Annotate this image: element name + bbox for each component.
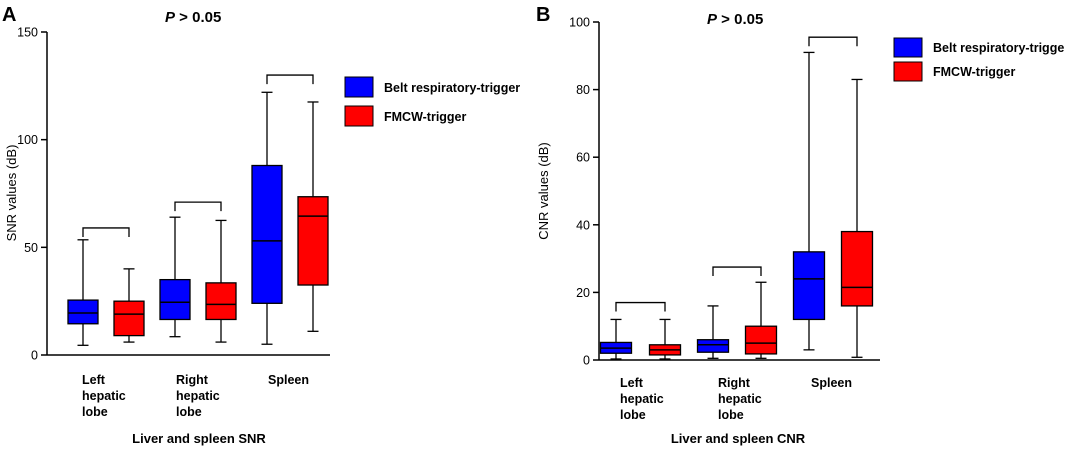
y-tick-label: 0: [31, 349, 38, 363]
category-label-line: lobe: [718, 408, 744, 422]
comparison-bracket: [266, 74, 314, 85]
category-label-line: hepatic: [176, 389, 220, 403]
panel-letter: A: [2, 4, 16, 26]
y-tick-label: 20: [576, 286, 590, 300]
box-belt: [251, 91, 283, 345]
y-tick-label: 50: [24, 241, 38, 255]
category-label: Spleen: [268, 373, 309, 387]
y-tick-label: 60: [576, 151, 590, 165]
y-tick-label: 40: [576, 218, 590, 232]
comparison-bracket: [82, 227, 130, 237]
legend-label-fmcw: FMCW-trigger: [384, 110, 467, 124]
legend-label-fmcw: FMCW-trigger: [933, 65, 1016, 79]
category-label: Spleen: [811, 376, 852, 390]
y-axis-label: SNR values (dB): [4, 145, 19, 242]
category-label-line: Right: [718, 376, 751, 390]
y-tick-label: 100: [17, 133, 38, 147]
category-label-line: lobe: [82, 405, 108, 419]
category-label-line: hepatic: [718, 392, 762, 406]
box-iqr: [67, 299, 99, 325]
x-axis-label: Liver and spleen SNR: [132, 431, 266, 446]
x-axis-label: Liver and spleen CNR: [671, 431, 806, 446]
panel-letter: B: [536, 4, 550, 26]
p-value-title: P > 0.05: [165, 9, 221, 26]
category-label-line: Right: [176, 373, 209, 387]
panel-b: B P > 0.05 CNR values (dB) Liver and spl…: [536, 4, 1065, 446]
box-iqr: [297, 196, 329, 286]
box-iqr: [696, 339, 730, 353]
y-tick-label: 100: [569, 16, 590, 30]
box-belt: [159, 216, 191, 338]
box-belt: [67, 239, 99, 346]
box-fmcw: [840, 78, 874, 358]
legend-swatch-belt: [344, 76, 374, 98]
legend: Belt respiratory-trigger FMCW-trigger: [893, 37, 1065, 82]
box-iqr: [159, 278, 191, 321]
category-label-line: hepatic: [620, 392, 664, 406]
panel-a: A P > 0.05 SNR values (dB) Liver and spl…: [2, 4, 520, 446]
p-value-title: P > 0.05: [707, 11, 763, 28]
box-iqr: [840, 230, 874, 307]
category-label: Right hepatic lobe: [718, 376, 762, 422]
category-label-line: Spleen: [268, 373, 309, 387]
y-tick-label: 150: [17, 26, 38, 40]
category-label-line: lobe: [176, 405, 202, 419]
box-fmcw: [113, 268, 145, 343]
comparison-bracket: [712, 266, 762, 277]
legend-swatch-fmcw: [893, 61, 923, 82]
category-label-line: Spleen: [811, 376, 852, 390]
category-label-line: Left: [82, 373, 106, 387]
box-belt: [696, 305, 730, 359]
category-label: Right hepatic lobe: [176, 373, 220, 419]
legend-swatch-fmcw: [344, 105, 374, 127]
box-belt: [792, 51, 826, 351]
category-label: Left hepatic lobe: [620, 376, 664, 422]
category-label-line: lobe: [620, 408, 646, 422]
category-label-line: Left: [620, 376, 644, 390]
box-iqr: [205, 282, 237, 321]
box-iqr: [744, 325, 778, 355]
category-label-line: hepatic: [82, 389, 126, 403]
box-fmcw: [297, 101, 329, 332]
comparison-bracket: [615, 301, 666, 312]
box-fmcw: [205, 219, 237, 343]
box-iqr: [113, 300, 145, 337]
box-belt: [599, 318, 633, 360]
comparison-bracket: [174, 201, 222, 212]
y-tick-label: 0: [583, 354, 590, 368]
category-label: Left hepatic lobe: [82, 373, 126, 419]
box-iqr: [792, 251, 826, 321]
box-fmcw: [648, 318, 682, 360]
legend-label-belt: Belt respiratory-trigger: [384, 81, 520, 95]
comparison-bracket: [808, 36, 858, 47]
legend: Belt respiratory-trigger FMCW-trigger: [344, 76, 520, 127]
legend-label-belt: Belt respiratory-trigger: [933, 41, 1065, 55]
box-fmcw: [744, 281, 778, 359]
y-axis-label: CNR values (dB): [536, 142, 551, 240]
legend-swatch-belt: [893, 37, 923, 58]
y-tick-label: 80: [576, 83, 590, 97]
box-iqr: [251, 164, 283, 304]
